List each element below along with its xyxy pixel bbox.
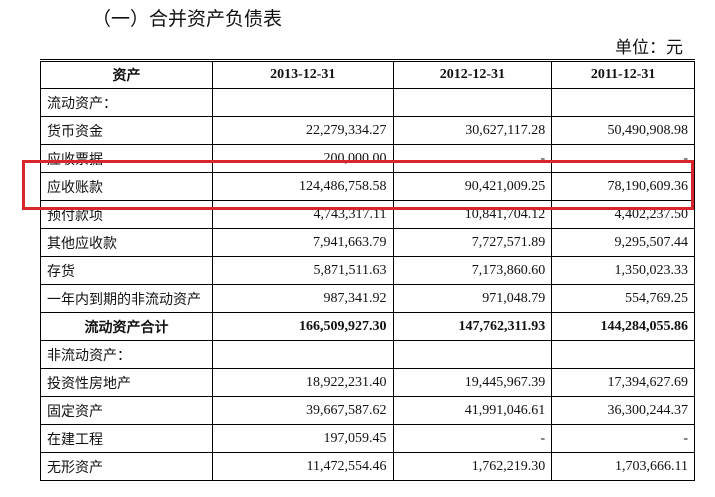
row-label: 一年内到期的非流动资产 [40, 284, 213, 313]
column-header: 2012-12-31 [392, 60, 553, 89]
cell: 7,941,663.79 [211, 228, 394, 257]
cell: 7,727,571.89 [392, 228, 553, 257]
cell: 7,173,860.60 [392, 256, 553, 285]
row-label: 无形资产 [40, 452, 213, 481]
cell: 39,667,587.62 [211, 396, 394, 425]
cell: 1,703,666.11 [551, 452, 695, 481]
table-row: 固定资产 39,667,587.62 41,991,046.61 36,300,244… [40, 396, 695, 425]
title: （一）合并资产负债表 [92, 9, 283, 30]
cell: - [392, 424, 553, 453]
row-label: 流动资产合计 [40, 312, 213, 341]
table-row: 货币资金 22,279,334.27 30,627,117.28 50,490,908… [40, 116, 695, 145]
balance-sheet: 资产 2013-12-31 2012-12-31 2011-12-31 流动资产： 货币… [40, 59, 695, 481]
table-row: 在建工程 197,059.45- - [40, 424, 695, 453]
cell: 50,490,908.98 [551, 116, 695, 145]
cell: 10,841,704.12 [392, 200, 553, 229]
cell: 30,627,117.28 [392, 116, 553, 145]
cell [392, 340, 553, 369]
cell: 11,472,554.46 [211, 452, 394, 481]
cell: 22,279,334.27 [211, 116, 394, 145]
table-row: 其他应收款 7,941,663.79 7,727,571.89 9,295,507.4… [40, 228, 695, 257]
table-row: 流动资产合计 166,509,927.30 147,762,311.93 144,28… [40, 312, 695, 341]
cell: 554,769.25 [551, 284, 695, 313]
header-row: 资产 2013-12-31 2012-12-31 2011-12-31 [40, 60, 695, 89]
table-row: 应收账款 124,486,758.58 90,421,009.25 78,190,60… [40, 172, 695, 201]
table-row: 无形资产 11,472,554.46 1,762,219.30 1,703,666.1… [40, 452, 695, 481]
row-label: 流动资产： [40, 88, 213, 117]
row-label: 其他应收款 [40, 228, 213, 257]
cell: 971,048.79 [392, 284, 553, 313]
cell: 1,762,219.30 [392, 452, 553, 481]
column-header: 2011-12-31 [551, 60, 695, 89]
row-label: 存货 [40, 256, 213, 285]
cell: 5,871,511.63 [211, 256, 394, 285]
row-label: 货币资金 [40, 116, 213, 145]
unit: 单位：元 [615, 38, 683, 57]
cell: 197,059.45 [211, 424, 394, 453]
column-header: 资产 [40, 60, 213, 89]
cell: 9,295,507.44 [551, 228, 695, 257]
cell: 200,000.00 [211, 144, 394, 173]
cell [551, 88, 695, 117]
cell [551, 340, 695, 369]
row-label: 应收账款 [40, 172, 213, 201]
table-row: 一年内到期的非流动资产 987,341.92 971,048.79 554,769.2… [40, 284, 695, 313]
table-row: 流动资产： [40, 88, 695, 117]
row-label: 预付款项 [40, 200, 213, 229]
row-label: 在建工程 [40, 424, 213, 453]
cell: 166,509,927.30 [211, 312, 394, 341]
cell: 19,445,967.39 [392, 368, 553, 397]
cell: - [551, 424, 695, 453]
table-row: 非流动资产： [40, 340, 695, 369]
cell: 41,991,046.61 [392, 396, 553, 425]
cell: 144,284,055.86 [551, 312, 695, 341]
cell: 18,922,231.40 [211, 368, 394, 397]
row-label: 固定资产 [40, 396, 213, 425]
cell: 124,486,758.58 [211, 172, 394, 201]
table-row: 投资性房地产 18,922,231.40 19,445,967.39 17,394,6… [40, 368, 695, 397]
cell: 90,421,009.25 [392, 172, 553, 201]
cell: 1,350,023.33 [551, 256, 695, 285]
cell [211, 88, 394, 117]
table-row: 预付款项 4,743,317.11 10,841,704.12 4,402,237.5… [40, 200, 695, 229]
cell: 987,341.92 [211, 284, 394, 313]
table-row: 存货 5,871,511.63 7,173,860.60 1,350,023.33 [40, 256, 695, 285]
cell: 17,394,627.69 [551, 368, 695, 397]
cell: 78,190,609.36 [551, 172, 695, 201]
row-label: 投资性房地产 [40, 368, 213, 397]
cell [211, 340, 394, 369]
row-label: 非流动资产： [40, 340, 213, 369]
column-header: 2013-12-31 [211, 60, 394, 89]
cell: 147,762,311.93 [392, 312, 553, 341]
cell: 36,300,244.37 [551, 396, 695, 425]
cell [392, 88, 553, 117]
highlight-box [22, 160, 694, 210]
